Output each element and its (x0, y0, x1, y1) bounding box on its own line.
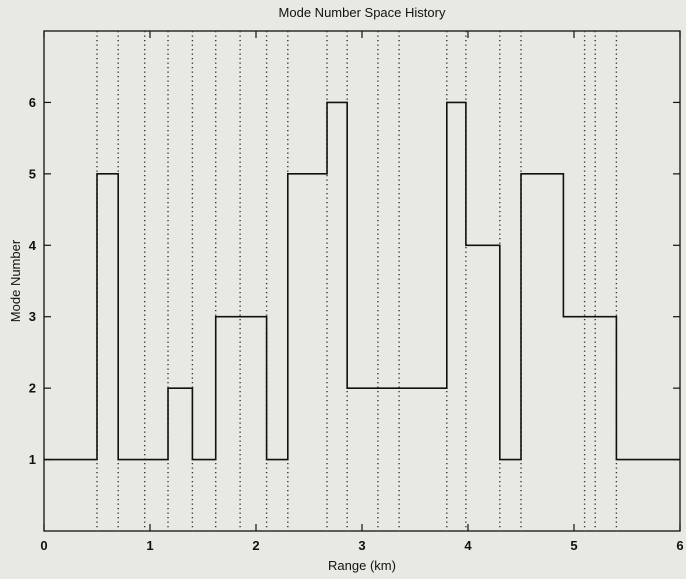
y-tick-label-2: 3 (29, 309, 36, 324)
x-axis-label: Range (km) (328, 558, 396, 573)
y-tick-label-5: 6 (29, 95, 36, 110)
chart-title: Mode Number Space History (279, 5, 446, 20)
axis-ticks: 0 1 2 3 4 5 6 1 2 3 4 5 6 (29, 31, 684, 553)
step-series (44, 101, 680, 461)
y-tick-label-1: 2 (29, 381, 36, 396)
x-tick-label-1: 1 (146, 538, 153, 553)
x-tick-label-2: 2 (252, 538, 259, 553)
x-tick-label-3: 3 (358, 538, 365, 553)
mode-step-line (44, 101, 680, 461)
x-tick-label-4: 4 (464, 538, 472, 553)
x-tick-label-0: 0 (40, 538, 47, 553)
y-tick-label-0: 1 (29, 452, 36, 467)
x-tick-label-6: 6 (676, 538, 683, 553)
y-tick-label-4: 5 (29, 166, 36, 181)
x-tick-label-5: 5 (570, 538, 577, 553)
y-tick-label-3: 4 (29, 238, 37, 253)
y-axis-label: Mode Number (8, 239, 23, 322)
